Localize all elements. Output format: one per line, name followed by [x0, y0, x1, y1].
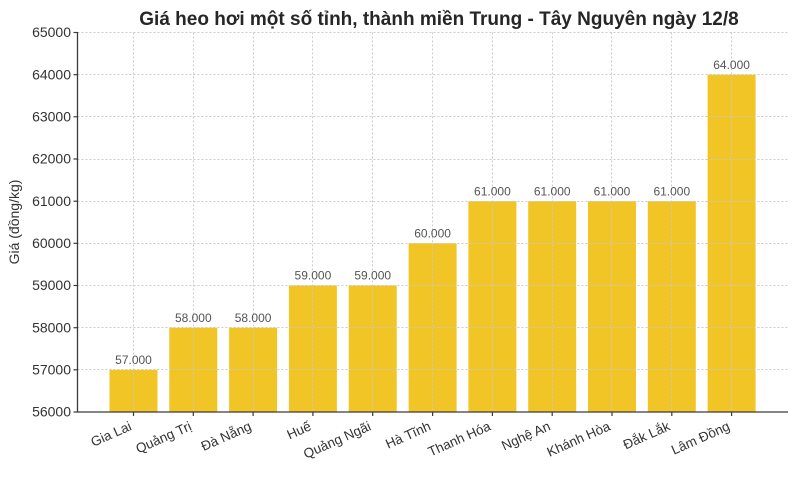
svg-text:65000: 65000	[32, 24, 71, 40]
svg-text:60.000: 60.000	[414, 227, 451, 241]
svg-text:58.000: 58.000	[175, 311, 212, 325]
svg-text:59.000: 59.000	[295, 269, 332, 283]
svg-text:59000: 59000	[32, 277, 71, 293]
svg-text:61.000: 61.000	[653, 184, 690, 198]
svg-text:56000: 56000	[32, 404, 71, 420]
svg-text:61.000: 61.000	[594, 184, 631, 198]
svg-text:Giá (đồng/kg): Giá (đồng/kg)	[6, 180, 22, 265]
svg-text:61000: 61000	[32, 193, 71, 209]
svg-text:64000: 64000	[32, 66, 71, 82]
svg-text:57000: 57000	[32, 362, 71, 378]
svg-text:59.000: 59.000	[354, 269, 391, 283]
svg-text:61.000: 61.000	[534, 184, 571, 198]
svg-text:64.000: 64.000	[713, 58, 750, 72]
svg-text:62000: 62000	[32, 151, 71, 167]
svg-text:61.000: 61.000	[474, 184, 511, 198]
svg-text:57.000: 57.000	[115, 353, 152, 367]
svg-text:58.000: 58.000	[235, 311, 272, 325]
svg-text:63000: 63000	[32, 109, 71, 125]
svg-text:60000: 60000	[32, 235, 71, 251]
svg-text:Giá heo hơi một số tỉnh, thành: Giá heo hơi một số tỉnh, thành miền Trun…	[139, 9, 738, 30]
svg-text:58000: 58000	[32, 319, 71, 335]
